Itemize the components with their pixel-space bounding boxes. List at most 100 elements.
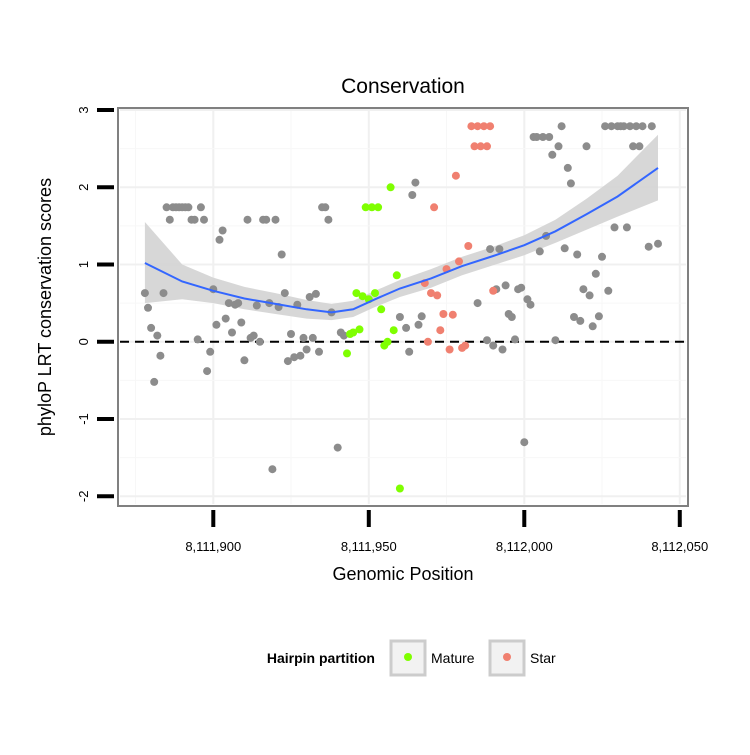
y-tick-label: 1: [76, 261, 91, 268]
data-point-star: [479, 122, 488, 131]
data-point-other: [647, 122, 656, 131]
data-point-star: [433, 291, 442, 300]
data-point-mature: [377, 305, 386, 314]
confidence-band: [144, 134, 658, 321]
data-point-other: [585, 291, 594, 300]
data-point-star: [483, 142, 491, 151]
data-point-other: [212, 320, 221, 329]
data-point-star: [476, 142, 485, 151]
data-point-star: [473, 122, 482, 131]
data-point-other: [215, 235, 224, 244]
data-point-other: [644, 242, 653, 251]
data-point-other: [277, 250, 286, 259]
data-point-other: [255, 337, 264, 346]
data-point-star: [470, 142, 479, 151]
data-point-other: [302, 345, 311, 354]
data-point-other: [495, 245, 504, 254]
data-point-star: [461, 341, 470, 350]
y-tick-label: -1: [76, 413, 91, 425]
data-point-other: [582, 142, 591, 151]
grid-layer: [120, 109, 686, 504]
data-point-other: [321, 203, 330, 212]
data-point-other: [638, 122, 647, 131]
data-point-other: [218, 226, 227, 235]
legend: Hairpin partition Mature Star: [267, 639, 556, 677]
data-point-other: [619, 122, 628, 131]
data-point-other: [283, 357, 292, 366]
data-point-other: [473, 299, 482, 308]
data-point-other: [221, 314, 230, 323]
y-tick-label: 3: [76, 106, 91, 113]
data-point-star: [430, 203, 439, 212]
data-point-other: [156, 351, 165, 360]
axes-layer: 8,111,900 8,111,950 8,112,000 8,112,050 -2 -1…: [76, 106, 708, 554]
data-point-other: [526, 300, 535, 309]
data-point-other: [405, 347, 414, 356]
data-point-other: [159, 289, 168, 298]
data-point-other: [311, 289, 320, 298]
data-point-other: [305, 293, 314, 301]
data-point-mature: [386, 183, 395, 192]
data-point-star: [439, 310, 448, 318]
data-point-other: [610, 223, 619, 232]
data-point-other: [411, 178, 420, 187]
data-point-mature: [343, 349, 351, 358]
legend-label-mature: Mature: [431, 650, 475, 666]
y-tick-label: 0: [76, 338, 91, 345]
data-point-other: [408, 191, 417, 199]
data-point-other: [252, 301, 261, 310]
data-point-other: [271, 215, 280, 224]
data-point-other: [535, 247, 544, 256]
data-point-other: [240, 356, 249, 365]
data-point-other: [576, 316, 585, 325]
y-tick-label: 2: [76, 184, 91, 191]
data-point-other: [635, 142, 644, 151]
data-point-other: [290, 353, 299, 362]
data-point-other: [511, 335, 519, 344]
data-point-other: [654, 239, 662, 248]
data-point-other: [200, 215, 208, 224]
confidence-band-layer: [144, 134, 658, 321]
data-point-other: [594, 312, 603, 321]
data-point-other: [570, 313, 578, 321]
data-point-other: [591, 269, 600, 278]
data-point-other: [532, 133, 541, 141]
data-point-other: [224, 299, 233, 308]
data-point-other: [315, 347, 323, 356]
data-point-mature: [352, 289, 361, 298]
data-point-other: [414, 320, 423, 329]
data-point-star: [451, 171, 460, 180]
data-point-other: [551, 336, 560, 345]
data-point-other: [190, 215, 199, 224]
data-point-other: [486, 245, 495, 254]
data-point-other: [249, 331, 258, 340]
data-point-mature: [389, 326, 398, 335]
data-point-other: [402, 323, 411, 332]
data-point-other: [147, 323, 156, 332]
data-point-other: [196, 203, 205, 212]
data-point-other: [517, 283, 526, 292]
data-point-other: [296, 351, 305, 360]
data-point-other: [604, 286, 613, 295]
data-point-other: [395, 313, 404, 321]
legend-label-star: Star: [530, 650, 556, 666]
data-point-other: [563, 163, 572, 172]
data-point-other: [165, 215, 174, 224]
data-point-star: [467, 122, 476, 131]
smooth-line-layer: [144, 167, 659, 314]
data-point-other: [507, 313, 516, 321]
data-point-mature: [374, 203, 383, 212]
points-layer: [140, 122, 662, 493]
data-point-other: [560, 244, 569, 253]
data-point-other: [184, 203, 193, 212]
data-point-mature: [395, 484, 404, 493]
data-point-other: [287, 330, 295, 338]
y-axis-label: phyloP LRT conservation scores: [35, 178, 55, 436]
y-tick-label: -2: [76, 491, 91, 503]
data-point-star: [423, 337, 432, 346]
data-point-star: [436, 326, 445, 335]
data-point-other: [622, 223, 631, 232]
x-tick-label: 8,111,900: [185, 539, 241, 554]
